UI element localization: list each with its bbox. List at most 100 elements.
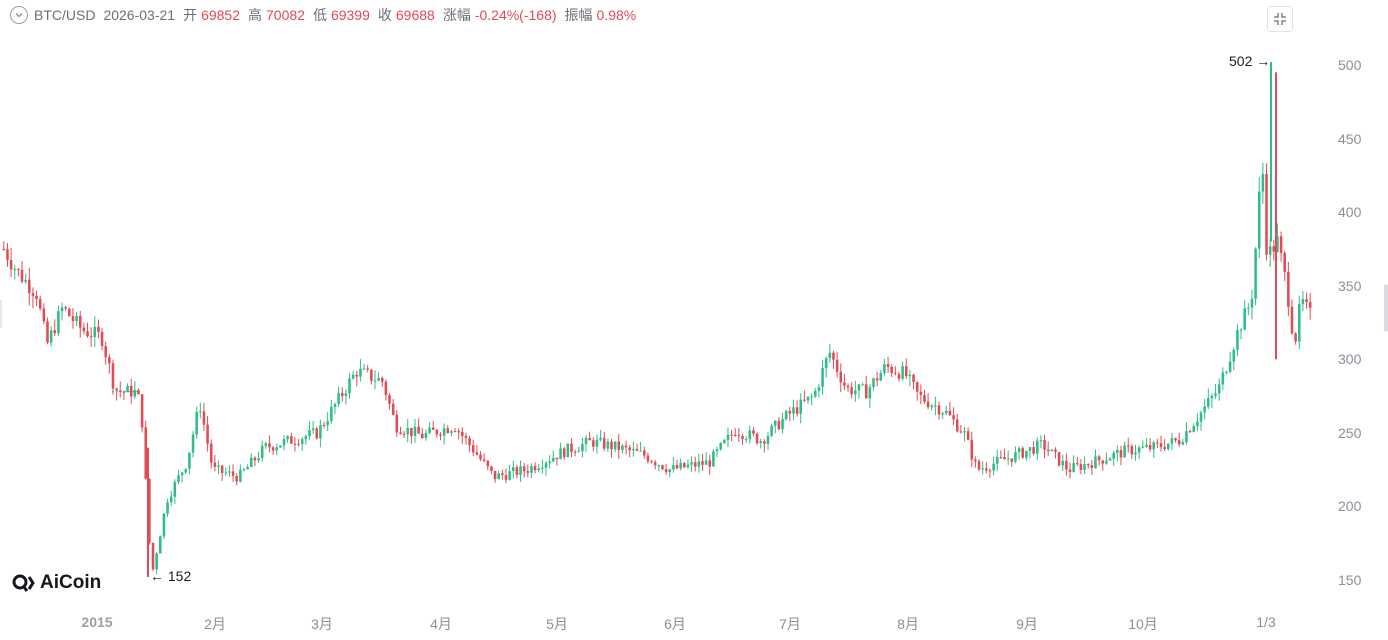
candle-down — [6, 249, 9, 260]
candle-up — [1243, 308, 1246, 330]
candle-down — [129, 385, 133, 397]
candle-up — [311, 428, 315, 431]
candle-up — [60, 307, 64, 312]
candle-down — [78, 315, 82, 328]
candle-down — [708, 460, 712, 467]
candle-up — [159, 536, 162, 554]
candle-down — [515, 467, 519, 475]
candle-up — [1108, 458, 1112, 461]
candle-down — [1003, 457, 1006, 460]
candle-up — [326, 421, 329, 426]
candle-up — [552, 457, 555, 462]
candle-down — [588, 437, 591, 441]
candle-down — [395, 414, 399, 433]
candle-down — [926, 401, 930, 408]
candle-up — [806, 396, 810, 401]
candle-down — [482, 459, 486, 461]
candle-down — [555, 457, 559, 460]
candle-up — [613, 441, 617, 450]
candlestick-chart[interactable] — [0, 0, 1320, 640]
candle-up — [726, 434, 730, 440]
candle-up — [286, 436, 289, 440]
candle-down — [1156, 442, 1159, 444]
candle-up — [1050, 449, 1054, 452]
price-axis[interactable]: 500 450 400 350 300 250 200 150 — [1320, 0, 1388, 640]
collapse-chevron-icon[interactable] — [10, 6, 28, 24]
candle-up — [799, 399, 803, 414]
candle-down — [886, 364, 890, 367]
candle-down — [788, 410, 792, 414]
candle-down — [1177, 440, 1181, 445]
candle-down — [9, 259, 13, 270]
candle-up — [497, 473, 500, 480]
candle-up — [1192, 426, 1196, 432]
candle-up — [191, 434, 195, 453]
candle-down — [471, 445, 475, 453]
candle-down — [235, 475, 238, 482]
candle-down — [402, 433, 406, 435]
candle-up — [1072, 463, 1075, 472]
scroll-handle[interactable] — [1384, 284, 1388, 332]
candle-up — [304, 436, 308, 440]
candle-down — [148, 478, 151, 543]
candle-down — [501, 473, 504, 476]
candle-down — [701, 461, 704, 465]
candle-up — [530, 466, 533, 473]
high-label: 高 — [248, 7, 263, 23]
candle-up — [679, 462, 682, 469]
candle-down — [380, 378, 384, 382]
candle-down — [959, 431, 963, 433]
candle-up — [581, 444, 584, 452]
candle-down — [370, 369, 373, 381]
y-tick-label: 200 — [1338, 498, 1362, 515]
candle-down — [439, 434, 442, 436]
candle-down — [1148, 444, 1152, 450]
candle-up — [406, 428, 410, 435]
candle-up — [821, 368, 824, 387]
candle-down — [832, 352, 835, 360]
candle-up — [75, 315, 78, 321]
candle-down — [777, 420, 781, 430]
left-edge-handle[interactable] — [0, 300, 2, 328]
candle-down — [231, 471, 235, 476]
high-price-marker: 502 → — [1229, 53, 1271, 69]
candle-down — [653, 462, 657, 466]
candle-down — [115, 388, 118, 391]
candle-up — [548, 461, 551, 464]
candle-up — [723, 439, 726, 443]
candle-down — [1308, 301, 1312, 308]
fullscreen-toggle-button[interactable] — [1267, 6, 1293, 32]
candle-up — [1257, 191, 1261, 249]
candle-down — [137, 390, 140, 395]
candle-down — [118, 390, 122, 392]
change-label: 涨幅 — [442, 7, 471, 23]
candle-down — [1065, 460, 1068, 470]
candle-up — [1247, 307, 1250, 309]
candle-up — [901, 366, 904, 379]
candle-down — [122, 391, 126, 393]
candle-up — [828, 352, 832, 359]
candle-down — [1290, 306, 1294, 334]
candle-up — [442, 428, 446, 436]
candle-down — [737, 435, 741, 437]
candle-up — [810, 396, 813, 398]
y-tick-label: 400 — [1338, 204, 1362, 221]
candle-up — [264, 443, 268, 446]
y-tick-label: 300 — [1338, 351, 1362, 368]
x-tick-label: 8月 — [897, 616, 919, 632]
candle-up — [1061, 460, 1065, 466]
candle-down — [602, 437, 606, 449]
candle-up — [599, 437, 602, 440]
candle-up — [1301, 299, 1305, 305]
candle-up — [1025, 450, 1028, 458]
candle-up — [300, 439, 304, 445]
candle-up — [333, 403, 337, 407]
candle-down — [533, 466, 537, 471]
candle-down — [763, 441, 766, 444]
candle-up — [1268, 246, 1272, 255]
aicoin-logo-icon — [12, 574, 35, 592]
candle-up — [162, 513, 166, 537]
candle-down — [391, 403, 395, 415]
close-value: 69688 — [395, 7, 435, 23]
candle-up — [941, 413, 944, 415]
